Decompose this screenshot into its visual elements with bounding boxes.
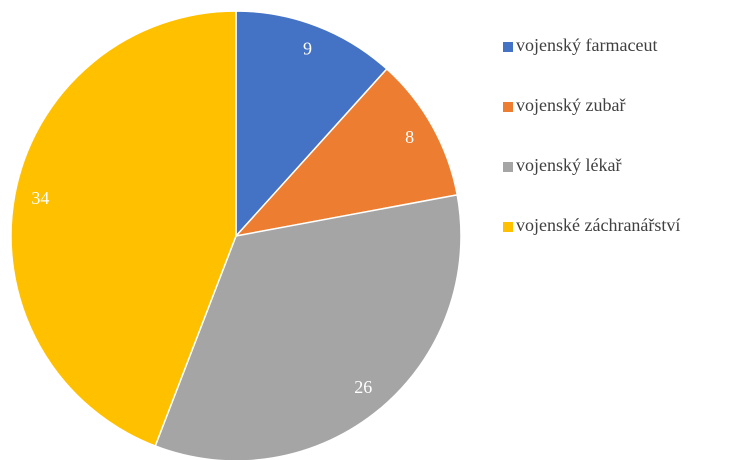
data-label: 9 <box>303 38 312 58</box>
legend-label: vojenský farmaceut <box>516 35 657 55</box>
legend-swatch <box>503 102 513 112</box>
data-label: 26 <box>354 377 372 397</box>
data-label: 8 <box>405 127 414 147</box>
pie-slice <box>10 10 237 447</box>
pie-slice <box>154 194 462 460</box>
legend-swatch <box>503 222 513 232</box>
pie-slice <box>235 10 388 238</box>
legend-label: vojenské záchranářství <box>516 215 680 235</box>
legend-label: vojenský lékař <box>516 155 621 175</box>
legend-swatch <box>503 162 513 172</box>
legend-label: vojenský zubař <box>516 95 625 115</box>
data-label: 34 <box>31 188 49 208</box>
legend-swatch <box>503 42 513 52</box>
pie-slice <box>233 67 459 238</box>
